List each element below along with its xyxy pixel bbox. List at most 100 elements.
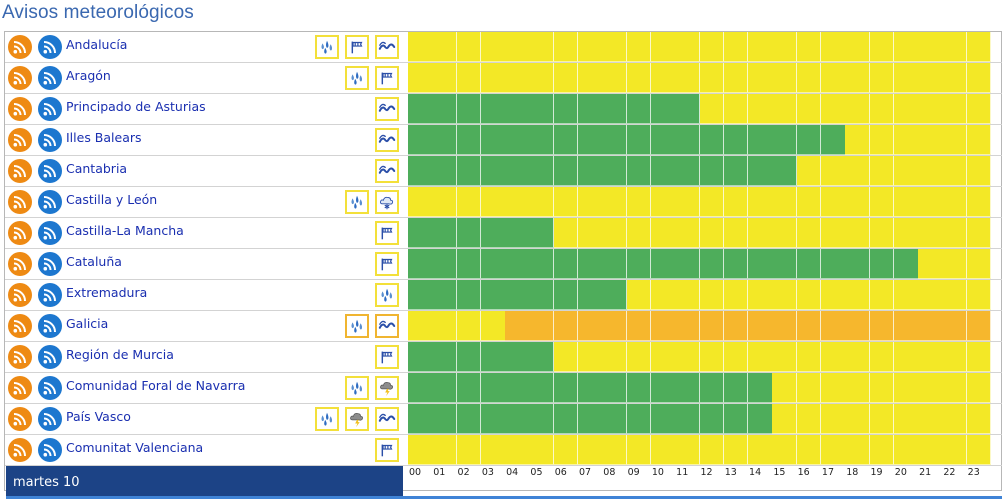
hour-cell[interactable] [966, 94, 992, 124]
region-name-link[interactable]: Castilla y León [66, 192, 158, 207]
hour-cell[interactable] [772, 63, 798, 93]
wind-icon[interactable] [375, 345, 399, 369]
rss-feed-icon[interactable] [8, 190, 32, 214]
hour-cell[interactable] [820, 94, 846, 124]
hour-cell[interactable] [675, 156, 700, 186]
rss-feed-icon[interactable] [8, 97, 32, 121]
hour-cell[interactable] [480, 311, 506, 341]
hour-cell[interactable] [918, 404, 943, 434]
hour-cell[interactable] [942, 249, 968, 279]
hour-cell[interactable] [966, 187, 992, 217]
hour-cell[interactable] [408, 249, 433, 279]
hour-cell[interactable] [845, 63, 870, 93]
hour-cell[interactable] [529, 280, 555, 310]
hour-cell[interactable] [699, 156, 725, 186]
hour-cell[interactable] [578, 373, 603, 403]
hour-cell[interactable] [845, 32, 870, 62]
hour-cell[interactable] [626, 63, 652, 93]
hour-cell[interactable] [893, 94, 919, 124]
hour-cell[interactable] [480, 280, 506, 310]
hour-cell[interactable] [966, 311, 992, 341]
hour-cell[interactable] [893, 373, 919, 403]
hour-cell[interactable] [578, 94, 603, 124]
hour-cell[interactable] [942, 280, 968, 310]
rss-feed-icon[interactable] [8, 35, 32, 59]
region-name-link[interactable]: Aragón [66, 68, 111, 83]
hour-cell[interactable] [675, 311, 700, 341]
hour-cell[interactable] [820, 342, 846, 372]
hour-cell[interactable] [626, 404, 652, 434]
hour-cell[interactable] [432, 280, 457, 310]
hour-cell[interactable] [845, 187, 870, 217]
hour-cell[interactable] [408, 125, 433, 155]
hour-cell[interactable] [820, 404, 846, 434]
hour-cell[interactable] [845, 249, 870, 279]
hour-cell[interactable] [918, 156, 943, 186]
hour-cell[interactable] [432, 94, 457, 124]
rain-icon[interactable] [375, 283, 399, 307]
hour-cell[interactable] [505, 404, 530, 434]
hour-cell[interactable] [869, 187, 895, 217]
hour-cell[interactable] [650, 342, 676, 372]
hour-cell[interactable] [553, 373, 579, 403]
rss-feed-icon[interactable] [8, 345, 32, 369]
hour-cell[interactable] [820, 187, 846, 217]
hour-cell[interactable] [626, 32, 652, 62]
hour-cell[interactable] [772, 311, 798, 341]
hour-cell[interactable] [650, 218, 676, 248]
hour-cell[interactable] [553, 342, 579, 372]
hour-cell[interactable] [942, 63, 968, 93]
hour-cell[interactable] [699, 435, 725, 465]
hour-cell[interactable] [772, 125, 798, 155]
hour-cell[interactable] [432, 435, 457, 465]
hour-cell[interactable] [918, 94, 943, 124]
hour-cell[interactable] [845, 311, 870, 341]
hour-cell[interactable] [456, 63, 482, 93]
hour-cell[interactable] [578, 125, 603, 155]
rss-subscribe-icon[interactable] [38, 407, 62, 431]
hour-cell[interactable] [432, 156, 457, 186]
hour-cell[interactable] [893, 311, 919, 341]
coastal-icon[interactable] [375, 35, 399, 59]
hour-cell[interactable] [893, 404, 919, 434]
rss-subscribe-icon[interactable] [38, 159, 62, 183]
rss-feed-icon[interactable] [8, 283, 32, 307]
hour-cell[interactable] [553, 280, 579, 310]
hour-cell[interactable] [675, 249, 700, 279]
hour-cell[interactable] [699, 32, 725, 62]
hour-cell[interactable] [408, 342, 433, 372]
rss-subscribe-icon[interactable] [38, 345, 62, 369]
hour-cell[interactable] [966, 280, 992, 310]
hour-cell[interactable] [505, 435, 530, 465]
hour-cell[interactable] [456, 404, 482, 434]
hour-cell[interactable] [578, 32, 603, 62]
hour-cell[interactable] [480, 32, 506, 62]
hour-cell[interactable] [942, 218, 968, 248]
hour-cell[interactable] [529, 94, 555, 124]
hour-cell[interactable] [723, 187, 749, 217]
hour-cell[interactable] [553, 125, 579, 155]
rss-feed-icon[interactable] [8, 66, 32, 90]
hour-cell[interactable] [942, 342, 968, 372]
hour-cell[interactable] [942, 94, 968, 124]
hour-cell[interactable] [553, 404, 579, 434]
storm-icon[interactable] [345, 407, 369, 431]
hour-cell[interactable] [869, 32, 895, 62]
hour-cell[interactable] [820, 249, 846, 279]
hour-cell[interactable] [748, 125, 773, 155]
hour-cell[interactable] [675, 404, 700, 434]
wind-icon[interactable] [345, 35, 369, 59]
hour-cell[interactable] [626, 311, 652, 341]
hour-cell[interactable] [772, 32, 798, 62]
hour-cell[interactable] [699, 218, 725, 248]
hour-cell[interactable] [432, 311, 457, 341]
hour-cell[interactable] [699, 187, 725, 217]
hour-cell[interactable] [699, 373, 725, 403]
hour-cell[interactable] [650, 373, 676, 403]
hour-cell[interactable] [626, 218, 652, 248]
hour-cell[interactable] [845, 94, 870, 124]
hour-cell[interactable] [820, 373, 846, 403]
hour-cell[interactable] [966, 435, 992, 465]
hour-cell[interactable] [675, 63, 700, 93]
hour-cell[interactable] [869, 373, 895, 403]
